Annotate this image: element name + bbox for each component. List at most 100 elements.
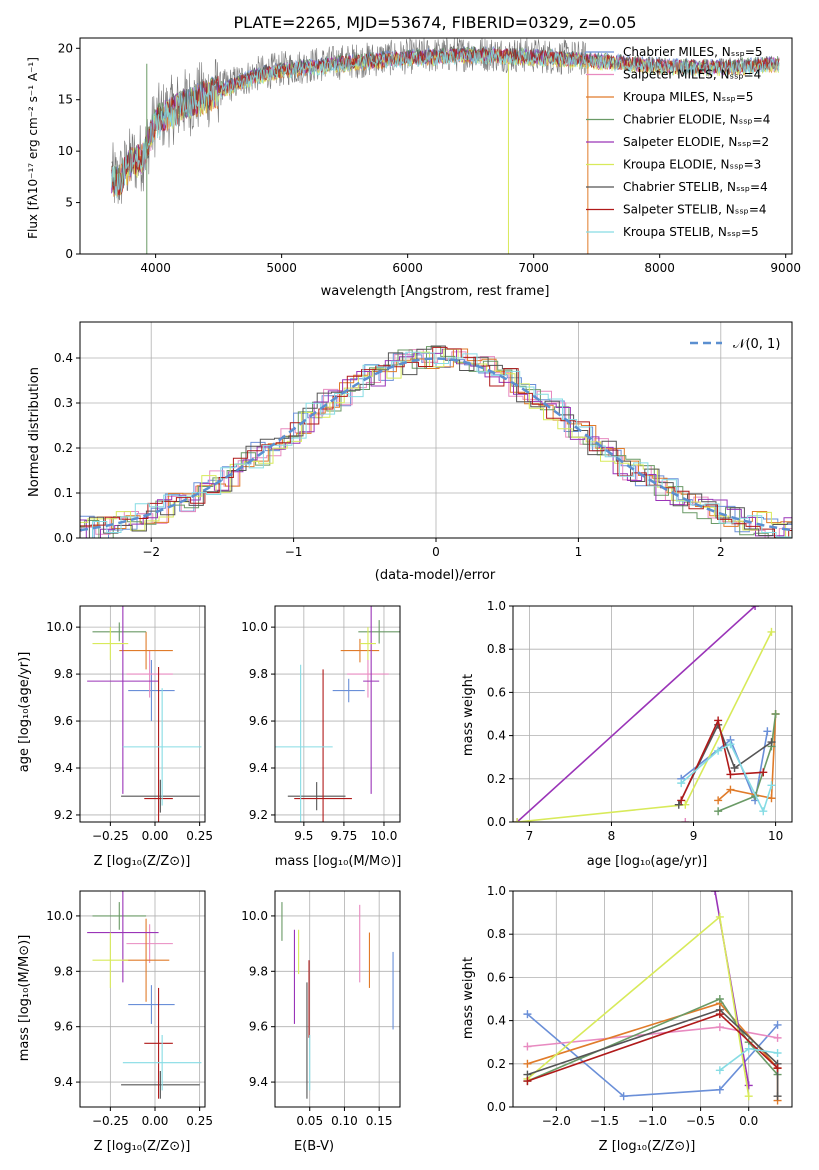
mw-age-point	[726, 740, 735, 749]
residuals-hist-5	[80, 348, 792, 538]
spectrum-legend-label: Salpeter ELODIE, Nₛₛₚ=2	[623, 135, 769, 149]
mw-z-point	[773, 1033, 782, 1042]
residuals-hist-6	[80, 345, 792, 538]
spectrum-xtick-label: 8000	[644, 261, 675, 275]
mw-age-point	[767, 781, 776, 790]
mass-z-ylabel: mass [log₁₀(M/M⊙)]	[17, 935, 32, 1062]
mw-z-xtick-label: 0.0	[739, 1114, 758, 1128]
age-z-xtick-label: 0.00	[142, 829, 169, 843]
age-z-xtick-label: 0.25	[186, 829, 213, 843]
mw-z-xlabel: Z [log₁₀(Z/Z⊙)]	[599, 1139, 696, 1154]
spectrum-xtick-label: 6000	[392, 261, 423, 275]
mw-z-point	[744, 1092, 753, 1101]
mw-age-plot	[513, 606, 780, 822]
mw-z-xtick-label: −1.0	[638, 1114, 667, 1128]
mass-z-ytick-label: 9.6	[54, 1020, 73, 1034]
mw-age-xtick-label: 8	[608, 829, 616, 843]
mass-z-xtick-label: 0.00	[142, 1114, 169, 1128]
mw-age-ytick-label: 0.0	[487, 815, 506, 829]
spectrum-panel: wavelength [Angstrom, rest frame] Flux […	[26, 57, 549, 299]
mw-z-point	[715, 1010, 724, 1019]
mw-age-point	[674, 800, 683, 809]
mw-z-point	[715, 912, 724, 921]
age-z-ytick-label: 9.2	[54, 808, 73, 822]
mass-z-xtick-label: −0.25	[92, 1114, 129, 1128]
age-z-plot	[87, 606, 202, 822]
residuals-ytick-label: 0.1	[54, 486, 73, 500]
age-z-ytick-label: 10.0	[46, 620, 73, 634]
mw-z-ytick-label: 0.6	[487, 970, 506, 984]
mw-age-point	[767, 627, 776, 636]
mw-z-point	[523, 1077, 532, 1086]
age-z-xlabel: Z [log₁₀(Z/Z⊙)]	[94, 854, 191, 869]
age-mass-ytick-label: 10.0	[241, 620, 268, 634]
spectrum-legend-label: Kroupa ELODIE, Nₛₛₚ=3	[623, 158, 761, 172]
residuals-hist-4	[80, 348, 792, 538]
mw-z-point	[715, 995, 724, 1003]
mw-z-point	[523, 1059, 532, 1068]
mass-z-plot	[87, 891, 202, 1099]
mw-z-ytick-label: 0.0	[487, 1100, 506, 1114]
mw-z-point	[744, 1044, 753, 1053]
mass-ebv-ytick-label: 10.0	[241, 909, 268, 923]
mw-z-point	[744, 1081, 753, 1090]
mw-z-point	[773, 1092, 782, 1101]
mw-z-ytick-label: 1.0	[487, 884, 506, 898]
age-mass-xtick-label: 10.0	[371, 829, 398, 843]
mw-z-point	[773, 1064, 782, 1073]
spectrum-xtick-label: 5000	[266, 261, 297, 275]
mw-age-point	[726, 770, 735, 779]
residuals-ylabel: Normed distribution	[27, 367, 42, 497]
mw-z-ylabel: mass weight	[461, 957, 476, 1039]
spectrum-frame	[79, 37, 793, 255]
mw-z-ytick-label: 0.8	[487, 927, 506, 941]
mass-ebv-plot	[281, 902, 394, 1099]
mass-ebv-ytick-label: 9.4	[249, 1075, 268, 1089]
mw-z-point	[523, 1042, 532, 1051]
mw-z-series-line	[527, 1008, 779, 1097]
mw-age-point	[677, 779, 686, 788]
age-mass-frame	[274, 605, 401, 823]
age-z-ylabel: age [log₁₀(age/yr)]	[17, 652, 32, 773]
spectrum-legend-label: Chabrier STELIB, Nₛₛₚ=4	[623, 180, 768, 194]
figure-title: PLATE=2265, MJD=53674, FIBERID=0329, z=0…	[233, 13, 636, 32]
mass-ebv-xlabel: E(B-V)	[294, 1139, 334, 1154]
spectrum-legend-label: Chabrier ELODIE, Nₛₛₚ=4	[623, 113, 770, 127]
age-z-ytick-label: 9.4	[54, 761, 73, 775]
residuals-ytick-label: 0.2	[54, 441, 73, 455]
mw-age-ytick-label: 0.2	[487, 772, 506, 786]
mw-z-point	[773, 1020, 782, 1029]
age-z-panel: Z [log₁₀(Z/Z⊙)] age [log₁₀(age/yr)]	[17, 652, 190, 869]
mw-z-ytick-label: 0.4	[487, 1014, 506, 1028]
spectrum-xlabel: wavelength [Angstrom, rest frame]	[321, 284, 550, 299]
mw-age-point	[677, 796, 686, 805]
age-mass-xtick-label: 9.75	[331, 829, 358, 843]
spectrum-xtick-label: 7000	[518, 261, 549, 275]
mw-age-xtick-label: 9	[690, 829, 698, 843]
spectrum-ylabel: Flux [fλ10⁻¹⁷ erg cm⁻² s⁻¹ A⁻¹]	[26, 57, 40, 239]
mw-age-point	[767, 794, 776, 803]
mw-age-point	[759, 807, 768, 816]
mw-age-xtick-label: 10	[768, 829, 783, 843]
mass-ebv-xtick-label: 0.15	[366, 1114, 393, 1128]
mw-z-point	[715, 1023, 724, 1032]
spectrum-ytick-label: 20	[58, 41, 73, 55]
spectrum-xtick-label: 9000	[770, 261, 801, 275]
mw-age-ytick-label: 0.8	[487, 642, 506, 656]
residuals-ytick-label: 0.4	[54, 351, 73, 365]
residuals-panel: (data-model)/error Normed distribution 𝒩…	[27, 337, 780, 583]
spectrum-legend-label: Kroupa MILES, Nₛₛₚ=5	[623, 90, 753, 104]
mw-z-point	[619, 1092, 628, 1101]
spectrum-xtick-label: 4000	[140, 261, 171, 275]
mw-z-xtick-label: −2.0	[542, 1114, 571, 1128]
mass-ebv-panel: E(B-V)	[294, 1139, 334, 1154]
mw-z-point	[773, 1049, 782, 1057]
residuals-frame	[79, 321, 793, 539]
mw-age-series-line	[517, 631, 773, 822]
mass-ebv-ytick-label: 9.6	[249, 1020, 268, 1034]
age-mass-xlabel: mass [log₁₀(M/M⊙)]	[275, 854, 402, 869]
residuals-hist-8	[80, 351, 792, 538]
residuals-xtick-label: 2	[717, 545, 725, 559]
spectrum-plot	[111, 38, 780, 254]
residuals-normal-curve	[80, 357, 792, 532]
